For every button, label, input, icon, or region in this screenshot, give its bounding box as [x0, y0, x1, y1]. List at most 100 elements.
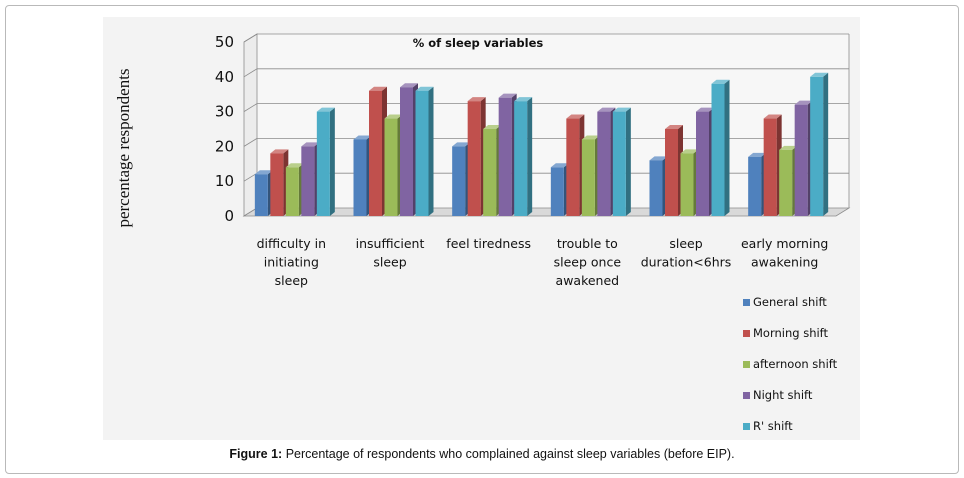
bar-front — [810, 76, 824, 216]
legend-swatch — [743, 330, 750, 337]
bar-front — [498, 97, 512, 216]
bar-top — [665, 125, 683, 129]
bar-side — [527, 97, 533, 216]
bar-front — [316, 111, 330, 216]
bar-top — [415, 86, 434, 91]
bar-top — [301, 142, 320, 147]
bar-front — [566, 118, 580, 216]
gridline-side — [243, 103, 258, 112]
bar-front — [514, 101, 528, 216]
bar — [452, 142, 471, 216]
legend-label: Morning shift — [753, 326, 829, 340]
bar-front — [353, 139, 367, 216]
bar-side — [428, 86, 434, 216]
y-tick-label: 20 — [215, 137, 234, 155]
x-tick-label-line: feel tiredness — [446, 236, 531, 251]
bar-top — [612, 107, 631, 112]
bar-front — [649, 160, 663, 216]
x-tick-label: sleep duration<6hrs — [641, 236, 732, 270]
bar — [649, 156, 668, 216]
bar-top — [794, 100, 813, 105]
y-axis-title: percentage respondents — [114, 68, 133, 227]
bar — [353, 135, 372, 216]
bar-front — [483, 129, 497, 216]
y-tick-label: 30 — [215, 103, 234, 121]
bar-top — [353, 135, 372, 140]
x-tick-label: trouble to sleep once awakened — [554, 236, 622, 288]
bar-top — [550, 163, 569, 168]
x-tick-label-line: difficulty in — [257, 236, 326, 251]
bar-front — [763, 118, 777, 216]
bar-top — [680, 149, 699, 154]
bar-front — [597, 111, 611, 216]
bar-front — [794, 104, 808, 216]
x-tick-label-line: sleep — [669, 236, 702, 251]
bar-top — [467, 97, 486, 102]
bar — [779, 145, 798, 216]
x-tick-label: insufficient sleep — [356, 236, 425, 270]
bar-front — [711, 83, 725, 216]
bar-top — [779, 145, 798, 150]
x-tick-label: feel tiredness — [446, 236, 531, 251]
y-tick-label: 0 — [224, 207, 234, 225]
bar — [467, 97, 486, 216]
bar — [748, 152, 767, 216]
bar — [696, 107, 714, 216]
bar-top — [400, 83, 418, 88]
chart-legend: General shift Morning shift afternoon shif… — [743, 295, 838, 433]
x-tick-label-line: awakening — [751, 255, 818, 270]
gridline-side — [243, 33, 258, 43]
chart-title: % of sleep variables — [413, 36, 544, 50]
bar-top — [285, 163, 304, 168]
bar — [566, 114, 585, 216]
bar-front — [581, 139, 595, 216]
bar — [384, 114, 403, 216]
bar-side — [823, 72, 829, 216]
bar-top — [810, 72, 829, 77]
bar-front — [254, 174, 268, 216]
x-tick-label-line: awakened — [556, 273, 620, 288]
bar — [711, 79, 730, 216]
legend-label: R' shift — [753, 419, 793, 433]
x-tick-label-line: sleep — [275, 273, 308, 288]
legend-label: afternoon shift — [753, 357, 838, 371]
bar-front — [779, 149, 793, 216]
bar — [550, 163, 569, 216]
bar — [270, 149, 289, 216]
bar-top — [597, 107, 616, 112]
bar-top — [696, 107, 714, 112]
x-tick-label-line: sleep — [373, 255, 406, 270]
bar-front — [452, 146, 466, 216]
x-tick-label-line: sleep once — [554, 255, 622, 270]
bar — [254, 170, 273, 216]
bar-top — [566, 114, 585, 119]
bar-front — [301, 146, 315, 216]
bar-front — [369, 90, 382, 216]
bar-side — [724, 79, 730, 216]
bar-top — [748, 152, 767, 157]
bar — [498, 93, 517, 216]
bar — [810, 72, 829, 216]
bar — [301, 142, 320, 216]
x-tick-label: difficulty in initiating sleep — [257, 236, 326, 288]
bar-top — [384, 114, 403, 119]
legend-swatch — [743, 392, 750, 399]
bar-front — [415, 90, 429, 216]
bar — [285, 163, 304, 216]
bar-top — [649, 156, 668, 161]
bar-front — [384, 118, 398, 216]
bar-top — [316, 107, 335, 112]
bar-front — [285, 167, 299, 216]
bar-top — [498, 93, 517, 98]
bar-side — [625, 107, 631, 216]
legend-label: Night shift — [753, 388, 813, 402]
bar — [794, 100, 813, 216]
legend-label: General shift — [753, 295, 827, 309]
bar — [369, 86, 387, 216]
bar — [400, 83, 418, 217]
bar — [680, 149, 699, 216]
x-tick-label-line: early morning — [741, 236, 828, 251]
bar-front — [612, 111, 626, 216]
bar — [514, 97, 533, 216]
